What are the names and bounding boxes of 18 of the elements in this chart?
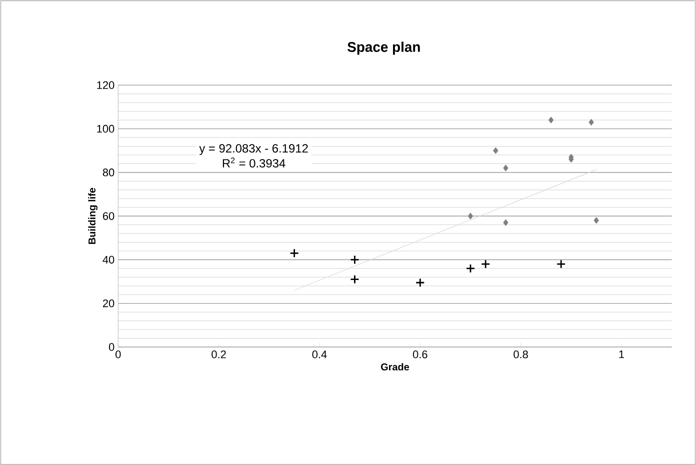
chart-title: Space plan	[348, 42, 420, 55]
y-axis-title: Building life	[88, 188, 98, 244]
y-tick-label: 80	[102, 168, 114, 176]
x-tick-label: 0.2	[212, 350, 226, 358]
x-tick-label: 0.4	[312, 350, 327, 358]
x-tick-label: 0.6	[412, 350, 428, 358]
x-tick-label: 0.8	[514, 350, 528, 358]
y-tick-label: 40	[102, 256, 114, 264]
y-tick-label: 100	[97, 124, 114, 133]
x-tick-label: 1	[619, 350, 624, 358]
y-tick-label: 120	[97, 81, 114, 89]
y-tick-label: 60	[103, 212, 114, 220]
y-tick-label: 20	[102, 299, 114, 308]
annotation: y = 92.083x - 6.1912	[199, 144, 308, 155]
x-axis-title: Grade	[381, 363, 410, 370]
x-tick-label: 0	[116, 350, 121, 358]
y-tick-label: 0	[108, 343, 114, 351]
annotation: R$^{2}$ = 0.3934	[222, 157, 286, 168]
